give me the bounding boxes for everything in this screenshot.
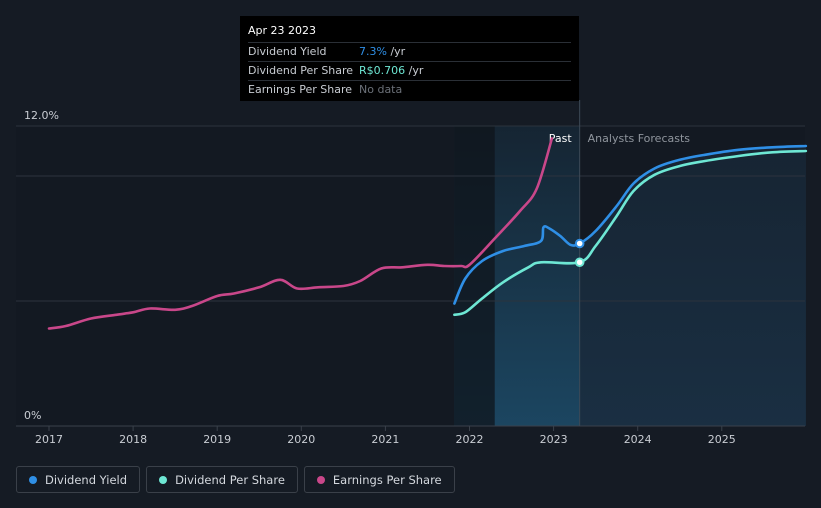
tooltip-label: Dividend Per Share <box>248 64 354 77</box>
x-tick-label: 2023 <box>540 433 568 446</box>
x-tick-label: 2024 <box>624 433 652 446</box>
x-tick-label: 2021 <box>371 433 399 446</box>
series-line-eps <box>47 137 554 330</box>
data-tooltip: Apr 23 2023 Dividend Yield 7.3% /yr Divi… <box>240 16 579 101</box>
series-line-dps <box>453 149 808 317</box>
legend-label: Dividend Yield <box>45 472 128 487</box>
x-tick-label: 2017 <box>35 433 63 446</box>
tooltip-value: R$0.706 <box>359 64 406 77</box>
x-tick-label: 2020 <box>287 433 315 446</box>
x-tick-label: 2019 <box>203 433 231 446</box>
tooltip-unit: /yr <box>405 64 424 77</box>
data-point-marker <box>574 257 585 268</box>
series-line-dy <box>453 144 808 305</box>
legend-item-earnings-per-share[interactable]: Earnings Per Share <box>303 466 455 493</box>
tooltip-date: Apr 23 2023 <box>248 24 317 37</box>
y-tick-label: 12.0% <box>24 109 59 122</box>
data-point-marker <box>574 238 585 249</box>
forecast-label: Analysts Forecasts <box>588 132 691 145</box>
legend: Dividend Yield Dividend Per Share Earnin… <box>16 466 455 493</box>
legend-item-dividend-per-share[interactable]: Dividend Per Share <box>146 466 298 493</box>
past-label: Past <box>549 132 573 145</box>
x-tick-label: 2025 <box>708 433 736 446</box>
tooltip-row-dividend-per-share: Dividend Per Share R$0.706 /yr <box>248 61 571 80</box>
legend-item-dividend-yield[interactable]: Dividend Yield <box>16 466 141 493</box>
legend-dot-icon <box>29 475 37 484</box>
tooltip-value: No data <box>359 83 403 96</box>
tooltip-row-earnings-per-share: Earnings Per Share No data <box>248 80 571 99</box>
x-tick-label: 2018 <box>119 433 147 446</box>
forecast-area <box>579 146 806 426</box>
legend-label: Dividend Per Share <box>175 472 285 487</box>
tooltip-value: 7.3% <box>359 45 387 58</box>
legend-label: Earnings Per Share <box>332 472 442 487</box>
tooltip-label: Dividend Yield <box>248 45 327 58</box>
x-tick-label: 2022 <box>456 433 484 446</box>
y-tick-label: 0% <box>24 409 41 422</box>
legend-dot-icon <box>159 475 168 484</box>
tooltip-label: Earnings Per Share <box>248 83 353 96</box>
legend-dot-icon <box>316 475 325 484</box>
tooltip-unit: /yr <box>386 45 406 58</box>
tooltip-row-dividend-yield: Dividend Yield 7.3% /yr <box>248 42 571 61</box>
past-region-dark-band <box>454 126 495 426</box>
